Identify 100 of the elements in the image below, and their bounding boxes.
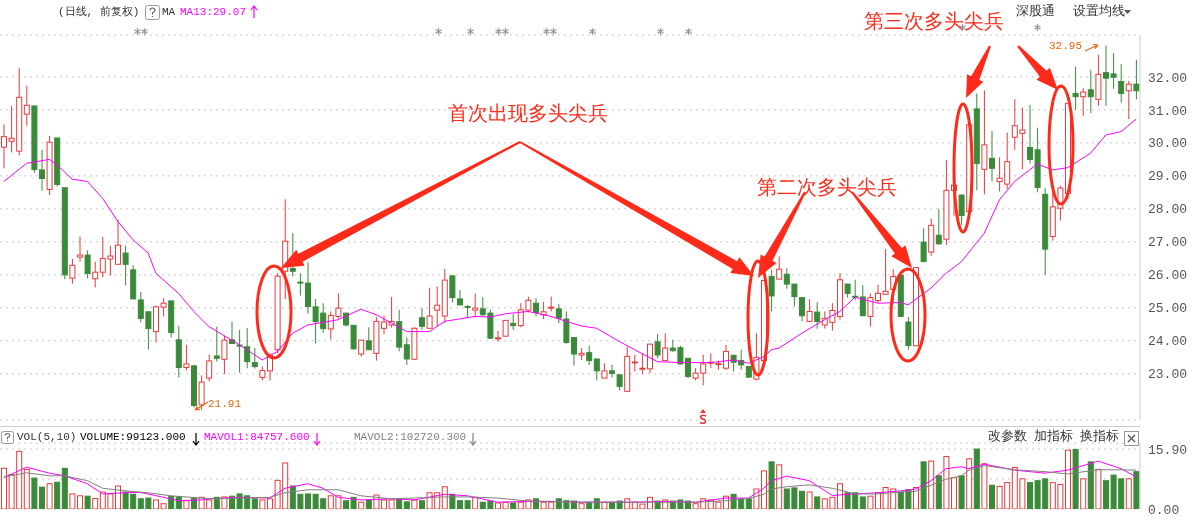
candlestick [859,284,866,317]
y-tick-label: 30.00 [1148,136,1188,152]
candlestick [654,333,661,359]
bar [1133,471,1140,509]
candlestick [593,358,600,381]
text: MA [162,6,176,19]
bar [768,461,775,509]
bar [183,500,190,509]
candlestick [221,335,228,375]
y-tick-label: 0.00 [1148,502,1180,518]
bar [989,484,995,509]
bar [1072,448,1079,509]
candlestick [935,208,942,246]
candlestick [533,297,539,317]
candlestick [244,327,251,369]
candlestick [662,332,669,362]
candlestick [905,316,912,351]
annotation: 加指标 [1034,429,1073,445]
bar [411,499,418,509]
candlestick [989,130,995,182]
candlestick [206,354,213,382]
candlestick [958,194,965,226]
text: (日线, 前复权) [58,6,140,19]
candlestick [586,345,593,366]
legend-label: MAVOL2:102720.300 [354,431,467,444]
annotation: 改参数 [988,429,1027,445]
candlestick [609,364,615,378]
candlestick [84,249,91,279]
candlestick [198,374,205,411]
bar [1080,478,1087,509]
y-tick-label: 15.90 [1148,442,1188,458]
candlestick [768,269,775,312]
annotation: VOLUME:99123.000 [80,431,186,444]
bar [981,463,988,509]
y-tick-label: 25.00 [1148,301,1188,317]
annotation: 换指标 [1080,429,1119,445]
candlestick [122,245,129,286]
candlestick [365,326,372,351]
bar [23,468,30,509]
bar [46,483,53,509]
candlestick [213,326,220,363]
candlestick [69,258,76,285]
candlestick [495,330,501,342]
candlestick [236,329,243,373]
bar [419,500,425,509]
text: 设置均线 [1073,4,1125,20]
candlestick [920,227,927,263]
bar [358,501,365,509]
y-tick-label: 27.00 [1148,235,1188,251]
bar [814,496,821,509]
bar [1087,461,1094,509]
bar [54,481,61,509]
bar [365,499,372,509]
bar [973,448,980,509]
y-tick-label: 31.00 [1148,103,1188,119]
y-tick-label: 23.00 [1148,367,1188,383]
y-tick-label: 32.00 [1148,70,1188,86]
candlestick [434,285,441,328]
bar [958,475,965,509]
bar [928,460,935,509]
bar [472,496,479,509]
bar [745,498,752,509]
candlestick [77,236,83,263]
y-tick-label: 24.00 [1148,334,1188,350]
bar [84,495,91,509]
bar [1125,478,1132,509]
bar [966,458,973,509]
candlestick [449,275,456,304]
candlestick [1080,87,1087,117]
legend-label: MAVOL1:84757.600 [204,431,310,444]
candlestick [472,292,479,318]
candlestick [806,298,813,322]
candlestick [814,301,821,330]
bar [920,461,927,509]
annotation: 21.91 [208,398,242,411]
y-tick-label: 26.00 [1148,268,1188,284]
candlestick [426,287,433,329]
annotation: 首次出现多头尖兵 [448,101,608,125]
candlestick [1087,69,1094,114]
candlestick [419,307,425,331]
candlestick [799,297,805,322]
bar [403,501,410,509]
candlestick [1072,66,1079,111]
candlestick [403,337,410,366]
text: 深股通 [1016,4,1055,20]
bar [806,491,813,509]
bar [935,475,942,509]
candlestick [183,344,190,372]
candlestick [776,255,783,280]
bar [1095,468,1102,509]
candlestick [1118,63,1125,104]
bar [61,467,68,509]
candlestick [1133,59,1140,100]
annotation: VOL(5,10) [17,431,77,444]
y-tick-label: 28.00 [1148,202,1188,218]
candlestick [457,289,463,307]
bar [776,464,783,509]
bar [510,502,517,509]
text: MA13:29.07 [180,6,247,19]
bar [859,496,866,509]
